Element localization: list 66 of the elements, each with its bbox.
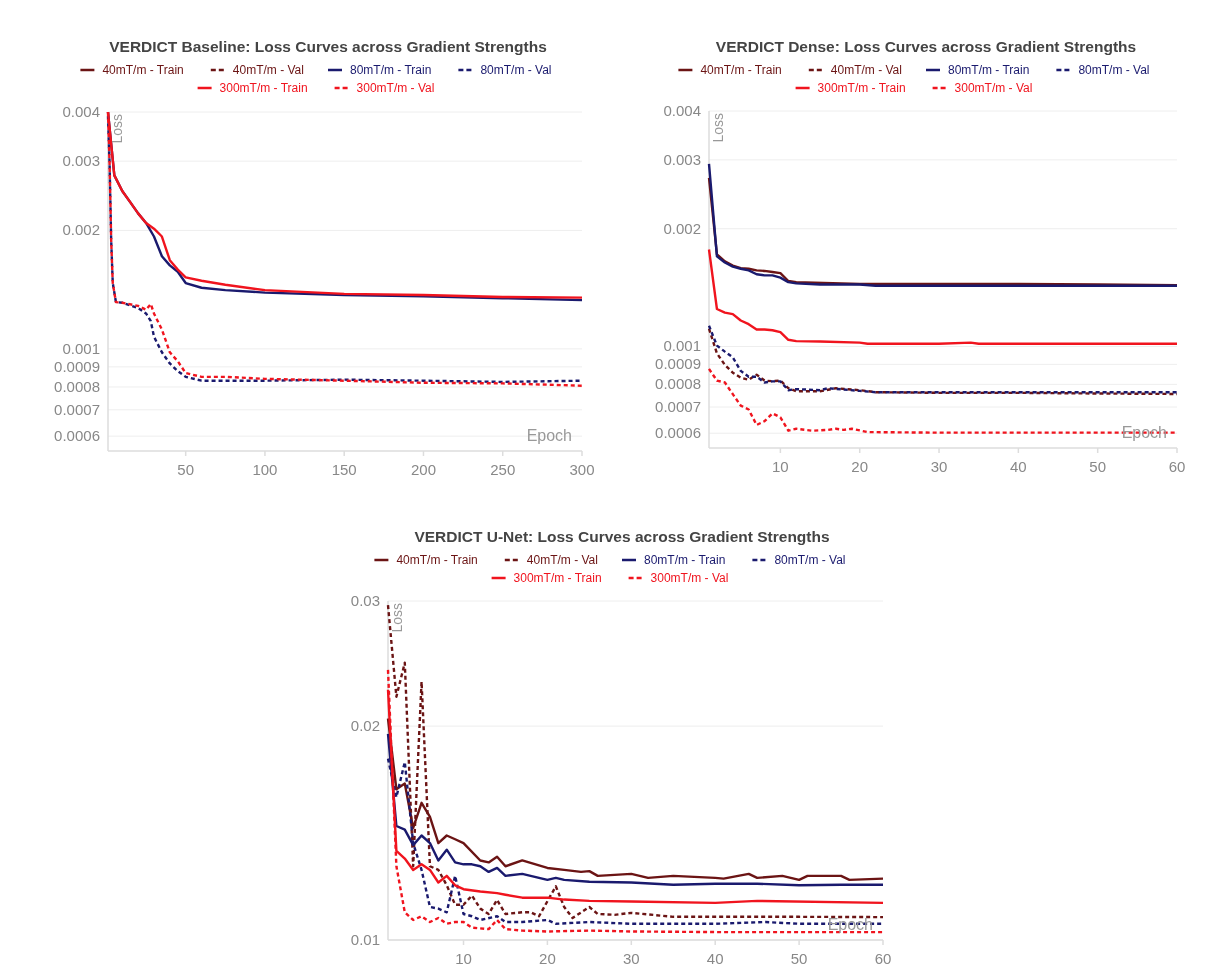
legend-label: 80mT/m - Train (350, 63, 432, 77)
legend-label: 40mT/m - Val (232, 63, 304, 77)
y-tick-label: 0.0009 (54, 357, 100, 375)
y-axis-title: Loss (710, 113, 726, 143)
x-tick-label: 100 (252, 461, 278, 478)
y-tick-label: 0.001 (663, 337, 701, 355)
y-tick-label: 0.0007 (655, 398, 701, 416)
y-tick-label: 0.003 (62, 152, 100, 170)
x-tick-label: 30 (930, 458, 948, 475)
x-axis-title: Epoch (827, 916, 873, 933)
legend-label: 40mT/m - Train (102, 63, 184, 77)
legend-label: 40mT/m - Val (830, 63, 902, 77)
y-tick-label: 0.01 (350, 931, 380, 948)
y-tick-label: 0.0006 (655, 424, 701, 442)
legend-label: 300mT/m - Val (954, 81, 1033, 95)
x-tick-label: 40 (1010, 458, 1027, 475)
legend-label: 80mT/m - Train (644, 553, 726, 567)
y-tick-label: 0.0007 (54, 400, 100, 418)
line-series (707, 248, 1179, 345)
chart-title: VERDICT Baseline: Loss Curves across Gradient Strengths (109, 38, 547, 55)
y-tick-label: 0.002 (663, 219, 701, 237)
x-tick-label: 150 (331, 461, 357, 478)
y-tick-label: 0.0009 (655, 355, 701, 373)
x-tick-label: 60 (1168, 458, 1186, 475)
x-tick-label: 10 (455, 950, 472, 967)
legend-label: 300mT/m - Train (513, 571, 602, 585)
y-tick-label: 0.0006 (54, 427, 100, 445)
legend-label: 300mT/m - Val (356, 81, 435, 95)
legend-label: 300mT/m - Train (817, 81, 906, 95)
legend-label: 300mT/m - Val (650, 571, 729, 585)
x-tick-label: 50 (790, 950, 808, 967)
y-axis-title: Loss (389, 603, 405, 633)
legend-label: 40mT/m - Val (526, 553, 598, 567)
x-tick-label: 40 (706, 950, 724, 967)
x-tick-label: 50 (1089, 458, 1107, 475)
x-tick-label: 250 (490, 461, 516, 478)
x-tick-label: 200 (410, 461, 436, 478)
line-series (386, 668, 885, 934)
legend-label: 80mT/m - Val (480, 63, 552, 77)
legend-label: 40mT/m - Train (700, 63, 782, 77)
y-tick-label: 0.004 (663, 102, 701, 119)
y-tick-label: 0.0008 (655, 375, 701, 393)
legend-label: 80mT/m - Train (948, 63, 1030, 77)
chart-title: VERDICT Dense: Loss Curves across Gradient Strengths (715, 38, 1137, 55)
chart-title: VERDICT U-Net: Loss Curves across Gradient Strengths (414, 528, 830, 545)
x-tick-label: 30 (622, 950, 640, 967)
y-tick-label: 0.02 (350, 717, 380, 735)
legend-label: 80mT/m - Val (1078, 63, 1150, 77)
x-tick-label: 20 (539, 950, 556, 967)
x-axis-title: Epoch (526, 427, 572, 444)
y-tick-label: 0.03 (350, 592, 380, 609)
x-tick-label: 300 (569, 461, 595, 478)
x-tick-label: 60 (874, 950, 892, 967)
y-tick-label: 0.001 (62, 339, 100, 357)
legend-label: 40mT/m - Train (396, 553, 478, 567)
x-tick-label: 10 (772, 458, 789, 475)
y-tick-label: 0.002 (62, 221, 100, 239)
x-tick-label: 20 (851, 458, 869, 475)
legend-label: 80mT/m - Val (774, 553, 846, 567)
x-tick-label: 50 (177, 461, 195, 478)
y-tick-label: 0.004 (62, 103, 100, 120)
line-series (386, 603, 885, 920)
y-tick-label: 0.0008 (54, 377, 100, 395)
legend-label: 300mT/m - Train (219, 81, 308, 95)
y-tick-label: 0.003 (663, 150, 701, 168)
y-axis-title: Loss (109, 114, 125, 144)
